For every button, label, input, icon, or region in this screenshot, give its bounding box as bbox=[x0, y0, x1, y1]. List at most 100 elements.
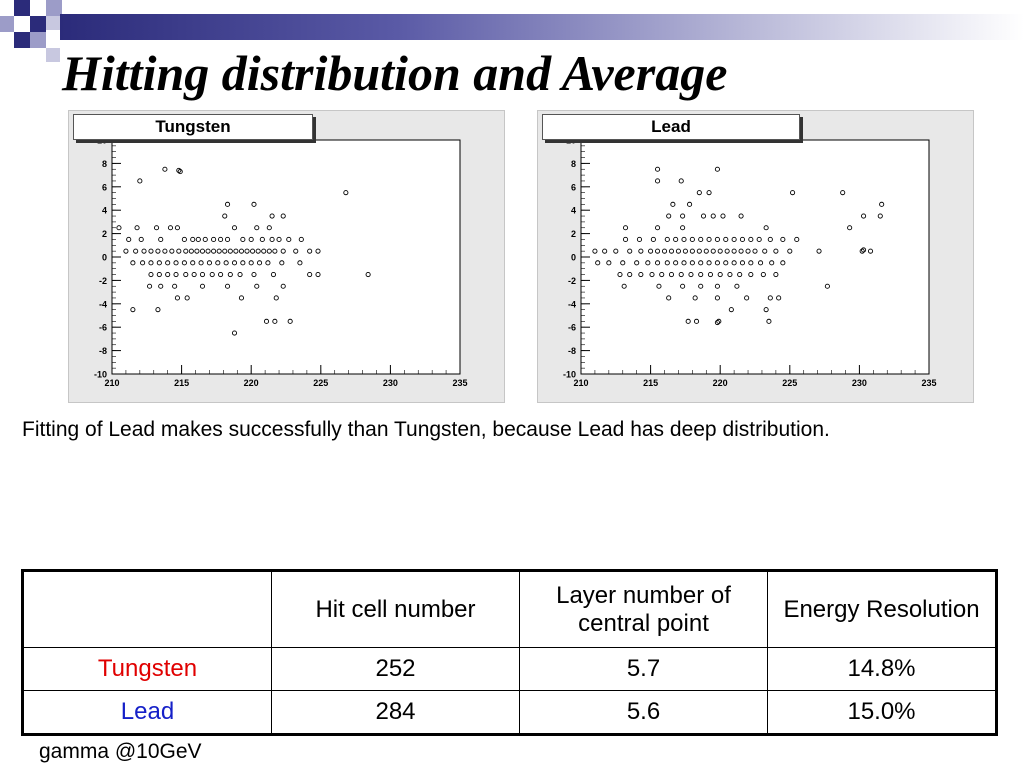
corner-squares-decoration bbox=[0, 0, 80, 75]
data-point bbox=[673, 260, 679, 266]
data-point bbox=[714, 260, 720, 266]
data-point bbox=[148, 271, 154, 278]
data-point bbox=[666, 295, 672, 301]
data-point bbox=[668, 271, 675, 278]
data-point bbox=[720, 213, 726, 219]
table-cell-hit-cells: 252 bbox=[271, 647, 520, 691]
data-point bbox=[731, 248, 737, 254]
data-point bbox=[627, 271, 633, 278]
y-tick-label: -4 bbox=[99, 299, 107, 309]
x-tick-label: 235 bbox=[921, 378, 936, 388]
data-point bbox=[263, 318, 270, 324]
data-point bbox=[636, 236, 643, 242]
data-point bbox=[617, 271, 623, 278]
data-point bbox=[307, 248, 313, 254]
results-table: Hit cell number Layer number of central … bbox=[21, 569, 998, 736]
y-tick-label: 4 bbox=[571, 206, 576, 216]
data-point bbox=[693, 318, 700, 324]
y-tick-label: -2 bbox=[568, 276, 576, 286]
data-point bbox=[613, 248, 619, 254]
data-point bbox=[137, 178, 143, 184]
data-point bbox=[655, 225, 661, 231]
tungsten-scatter-plot: -10 -8 -6 -4 -2 0 2 4 6 8 10 210 215 220 225 230 235 bbox=[94, 136, 468, 389]
data-point bbox=[738, 248, 744, 254]
data-point bbox=[130, 307, 136, 313]
data-point bbox=[706, 260, 712, 266]
data-point bbox=[692, 295, 698, 301]
data-point bbox=[748, 260, 754, 266]
data-point bbox=[620, 260, 626, 266]
data-point bbox=[222, 213, 228, 219]
x-tick-label: 215 bbox=[643, 378, 658, 388]
data-point bbox=[343, 190, 349, 196]
x-tick-label: 230 bbox=[383, 378, 398, 388]
data-point bbox=[169, 248, 175, 254]
data-point bbox=[280, 213, 286, 219]
data-point bbox=[737, 271, 743, 278]
data-point bbox=[199, 248, 206, 254]
data-point bbox=[276, 236, 282, 242]
data-point bbox=[165, 260, 171, 266]
data-point bbox=[655, 260, 661, 266]
y-tick-label: 0 bbox=[102, 253, 107, 263]
table-cell-resolution: 15.0% bbox=[767, 690, 997, 735]
data-point bbox=[188, 248, 194, 254]
data-point bbox=[223, 260, 229, 266]
y-tick-label: 2 bbox=[102, 229, 107, 239]
x-tick-label: 220 bbox=[244, 378, 259, 388]
data-point bbox=[158, 236, 164, 242]
data-point bbox=[233, 248, 239, 254]
y-tick-label: 8 bbox=[571, 159, 576, 169]
data-point bbox=[173, 271, 179, 278]
data-point bbox=[183, 271, 189, 278]
data-point bbox=[840, 190, 846, 196]
data-point bbox=[738, 213, 744, 219]
lead-plot-panel: -10 -8 -6 -4 -2 0 2 4 6 8 10 210 215 220 225 230 235 Lea… bbox=[537, 110, 974, 403]
data-point bbox=[218, 236, 224, 242]
data-point bbox=[237, 271, 243, 278]
data-point bbox=[689, 260, 695, 266]
data-point bbox=[706, 236, 712, 242]
data-point bbox=[698, 260, 704, 266]
table-header-cell-empty bbox=[22, 570, 272, 648]
table-header-hit-cell-number: Hit cell number bbox=[271, 570, 520, 648]
data-point bbox=[265, 260, 271, 266]
plot-frame bbox=[580, 139, 930, 375]
data-point bbox=[211, 236, 217, 242]
lead-plot-title: Lead bbox=[542, 114, 800, 140]
data-point bbox=[656, 283, 662, 289]
data-point bbox=[133, 248, 139, 254]
data-point bbox=[155, 307, 161, 313]
data-point bbox=[714, 295, 720, 301]
data-point bbox=[664, 236, 670, 242]
data-point bbox=[297, 260, 303, 266]
data-point bbox=[270, 271, 277, 278]
data-point bbox=[744, 295, 750, 301]
data-point bbox=[199, 283, 206, 289]
y-tick-label: -6 bbox=[99, 323, 107, 333]
data-point bbox=[254, 283, 260, 289]
data-point bbox=[298, 236, 304, 242]
y-tick-label: 10 bbox=[97, 136, 107, 146]
data-point bbox=[195, 236, 201, 242]
data-point bbox=[595, 260, 601, 266]
y-tick-label: 4 bbox=[102, 206, 107, 216]
y-tick-label: 2 bbox=[571, 229, 576, 239]
y-tick-label: -8 bbox=[568, 346, 576, 356]
data-point bbox=[649, 271, 655, 278]
tungsten-plot-title: Tungsten bbox=[73, 114, 313, 140]
data-point bbox=[222, 248, 228, 254]
data-point bbox=[790, 190, 796, 196]
data-point bbox=[215, 260, 221, 266]
data-point bbox=[140, 260, 146, 266]
table-row: Lead 284 5.6 15.0% bbox=[22, 690, 997, 735]
data-point bbox=[680, 283, 686, 289]
data-point bbox=[176, 167, 182, 173]
data-point bbox=[659, 271, 665, 278]
data-point bbox=[638, 248, 644, 254]
caption-text: Fitting of Lead makes successfully than … bbox=[22, 418, 830, 441]
data-point bbox=[365, 271, 371, 278]
data-point bbox=[758, 260, 764, 266]
data-point bbox=[717, 271, 723, 278]
data-point bbox=[685, 318, 691, 324]
